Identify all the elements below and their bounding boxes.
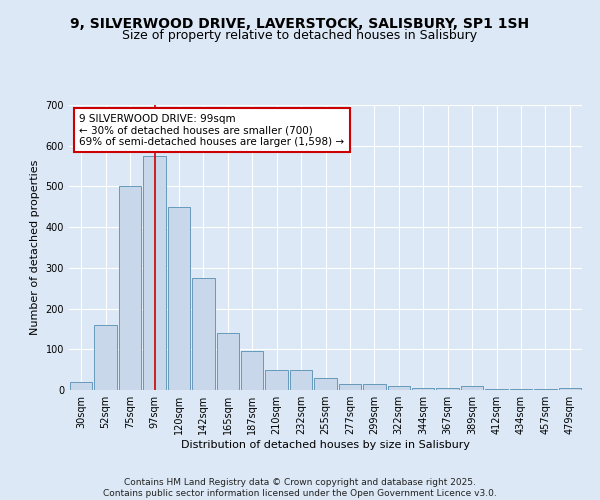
Bar xyxy=(314,378,337,390)
Y-axis label: Number of detached properties: Number of detached properties xyxy=(30,160,40,335)
Bar xyxy=(485,389,508,390)
X-axis label: Distribution of detached houses by size in Salisbury: Distribution of detached houses by size … xyxy=(181,440,470,450)
Text: 9, SILVERWOOD DRIVE, LAVERSTOCK, SALISBURY, SP1 1SH: 9, SILVERWOOD DRIVE, LAVERSTOCK, SALISBU… xyxy=(70,18,530,32)
Bar xyxy=(388,386,410,390)
Bar xyxy=(290,370,313,390)
Text: Contains HM Land Registry data © Crown copyright and database right 2025.
Contai: Contains HM Land Registry data © Crown c… xyxy=(103,478,497,498)
Bar xyxy=(217,333,239,390)
Bar xyxy=(534,389,557,390)
Bar xyxy=(167,207,190,390)
Bar xyxy=(559,388,581,390)
Bar xyxy=(241,352,263,390)
Bar xyxy=(509,389,532,390)
Bar xyxy=(338,384,361,390)
Bar xyxy=(70,382,92,390)
Bar xyxy=(94,325,117,390)
Bar xyxy=(436,388,459,390)
Bar xyxy=(461,386,484,390)
Bar xyxy=(143,156,166,390)
Bar xyxy=(265,370,288,390)
Bar xyxy=(119,186,142,390)
Bar xyxy=(192,278,215,390)
Text: Size of property relative to detached houses in Salisbury: Size of property relative to detached ho… xyxy=(122,29,478,42)
Text: 9 SILVERWOOD DRIVE: 99sqm
← 30% of detached houses are smaller (700)
69% of semi: 9 SILVERWOOD DRIVE: 99sqm ← 30% of detac… xyxy=(79,114,344,147)
Bar xyxy=(412,388,434,390)
Bar xyxy=(363,384,386,390)
